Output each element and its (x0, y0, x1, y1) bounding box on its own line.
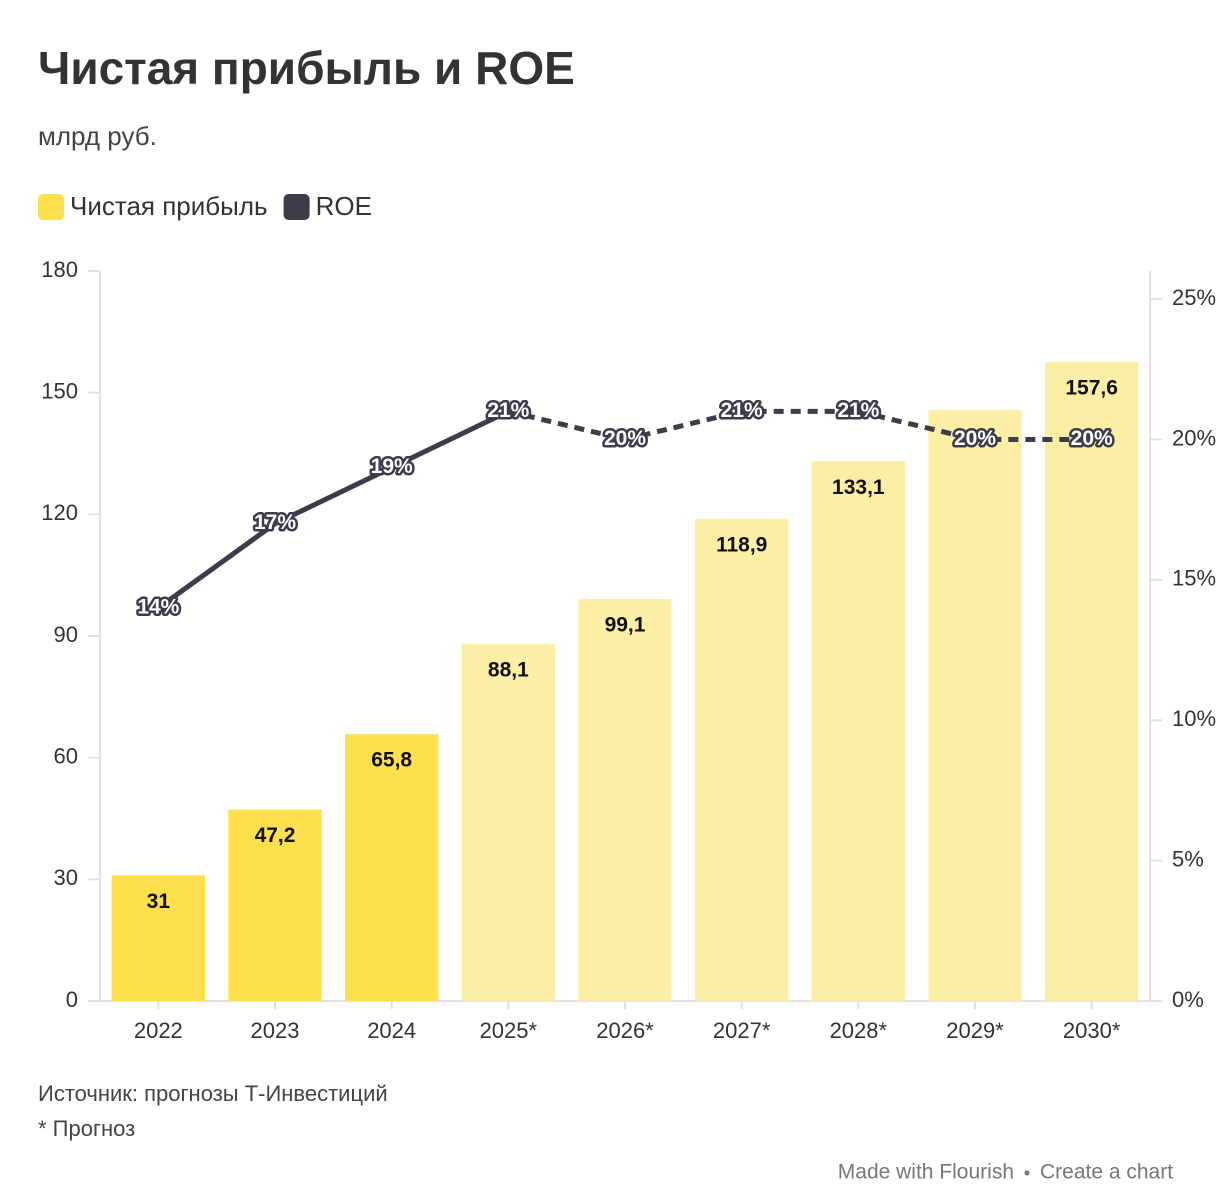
bar-value-label: 31 (147, 890, 171, 913)
bar-value-label: 65,8 (371, 749, 412, 772)
bar-value-label: 88,1 (488, 658, 529, 681)
bar (811, 461, 905, 1001)
legend-swatch (283, 194, 310, 220)
y-tick-label: 0 (66, 987, 78, 1012)
bar-value-label: 133,1 (832, 476, 885, 499)
bar (461, 643, 555, 1001)
x-tick-label: 2023 (251, 1018, 300, 1043)
roe-value-label: 14% (137, 595, 179, 618)
bar (578, 599, 672, 1001)
bar (695, 518, 789, 1001)
bar-value-label: 157,6 (1065, 376, 1118, 399)
roe-value-label: 20% (954, 427, 996, 450)
y2-tick-label: 25% (1172, 285, 1216, 310)
credit-link[interactable]: Create a chart (1040, 1161, 1173, 1184)
x-tick-label: 2022 (134, 1018, 183, 1043)
bar (111, 875, 205, 1001)
y2-tick-label: 0% (1172, 987, 1204, 1012)
chart-title: Чистая прибыль и ROE (38, 42, 575, 94)
legend-label: ROE (316, 191, 372, 221)
y2-tick-label: 15% (1172, 566, 1216, 591)
bar-value-label: 118,9 (716, 533, 767, 556)
y2-tick-label: 5% (1172, 846, 1204, 871)
bar (928, 410, 1022, 1001)
y-tick-label: 60 (54, 743, 78, 768)
y-tick-label: 90 (54, 622, 78, 647)
source-note: Источник: прогнозы Т-Инвестиций (38, 1081, 388, 1106)
y2-tick-label: 20% (1172, 425, 1216, 450)
x-tick-label: 2029* (946, 1018, 1004, 1043)
x-tick-label: 2024 (367, 1018, 416, 1043)
y-tick-label: 150 (41, 378, 78, 403)
bar (345, 734, 439, 1001)
roe-value-label: 17% (254, 511, 296, 534)
x-tick-label: 2030* (1063, 1018, 1121, 1043)
bar (228, 809, 322, 1001)
x-tick-label: 2026* (596, 1018, 654, 1043)
y-tick-label: 180 (41, 257, 78, 282)
x-tick-label: 2025* (480, 1018, 538, 1043)
roe-value-label: 21% (837, 399, 879, 422)
chart-subtitle: млрд руб. (38, 121, 157, 151)
legend-swatch (38, 194, 64, 220)
roe-value-label: 19% (371, 455, 413, 478)
x-tick-label: 2027* (713, 1018, 771, 1043)
roe-value-label: 20% (1071, 427, 1113, 450)
bar-value-label: 99,1 (605, 614, 646, 637)
credit-link[interactable]: Made with Flourish (838, 1161, 1014, 1184)
forecast-note: * Прогноз (38, 1116, 135, 1141)
x-tick-label: 2028* (830, 1018, 888, 1043)
credit-separator (1024, 1170, 1030, 1176)
roe-line (156, 409, 510, 610)
y-tick-label: 30 (54, 865, 78, 890)
y2-tick-label: 10% (1172, 706, 1216, 731)
roe-line (507, 408, 1092, 443)
roe-value-label: 21% (721, 399, 763, 422)
bar (1045, 361, 1139, 1001)
y-tick-label: 120 (41, 500, 78, 525)
roe-value-label: 21% (487, 399, 529, 422)
bar-value-label: 47,2 (255, 824, 296, 847)
roe-value-label: 20% (604, 427, 646, 450)
legend-label: Чистая прибыль (70, 191, 268, 221)
